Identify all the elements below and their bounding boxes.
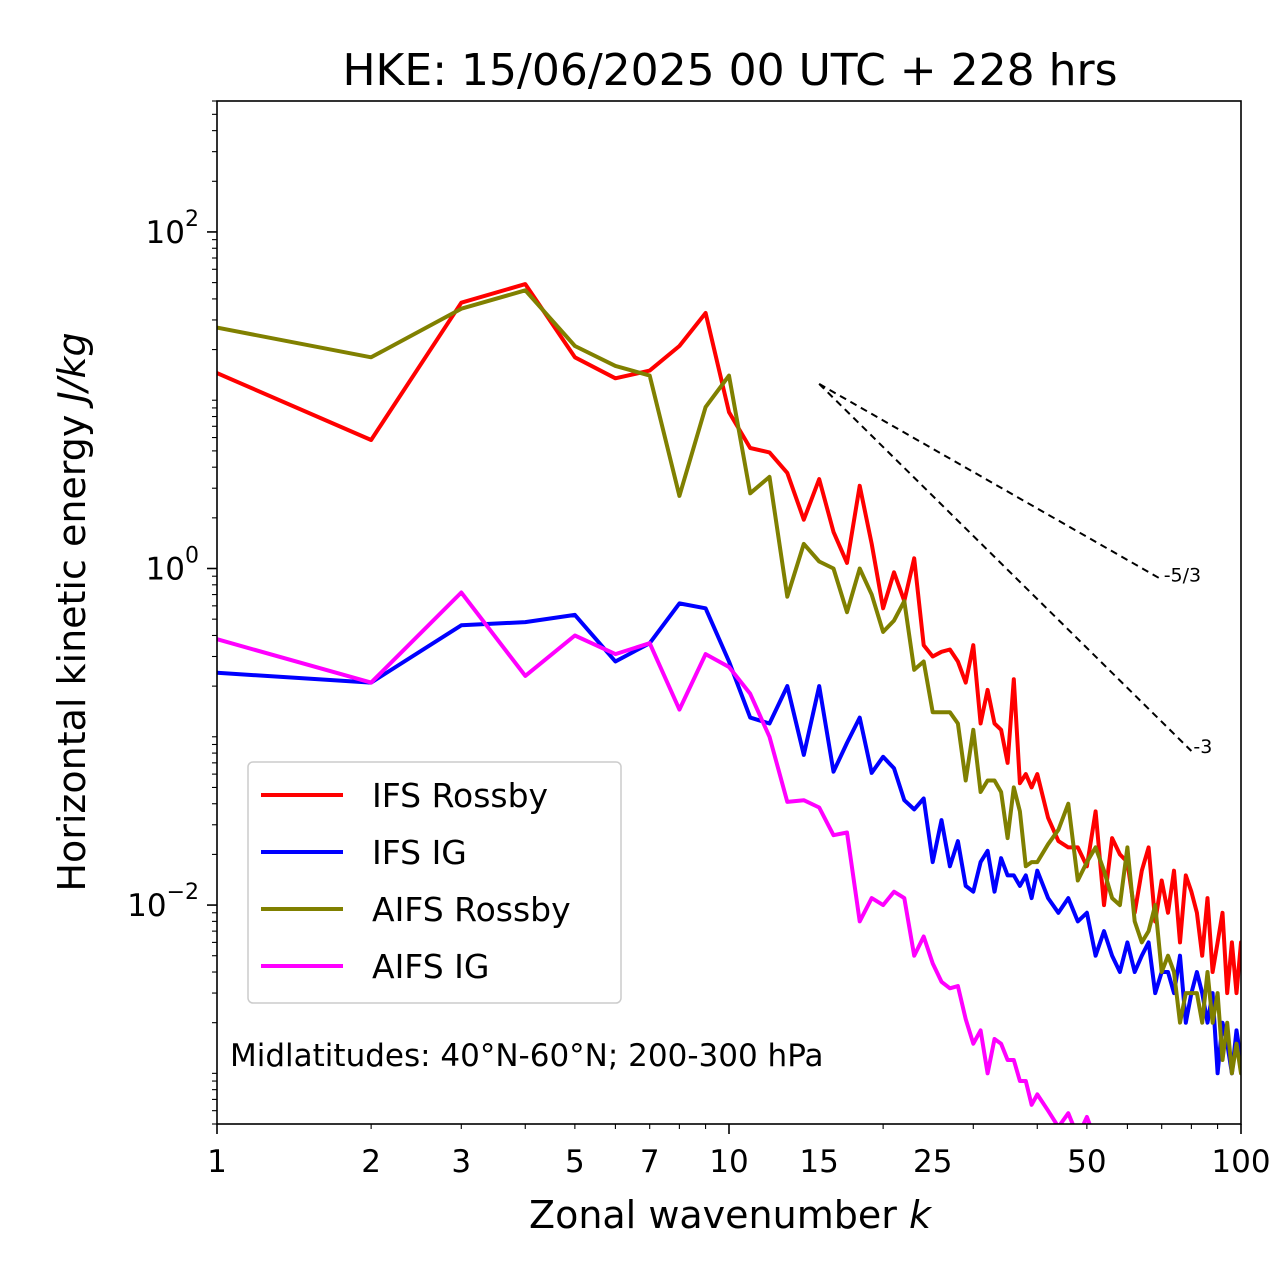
y-tick-label: 102 [146,207,199,251]
series-line-ifs-rossby [217,282,1241,996]
legend-box [247,761,622,1004]
region-annotation: Midlatitudes: 40°N-60°N; 200-300 hPa [230,1038,824,1074]
x-tick-label: 3 [451,1144,471,1180]
x-tick-label: 100 [1211,1144,1270,1180]
svg-text:Horizontal kinetic energy J/kg: Horizontal kinetic energy J/kg [50,332,94,891]
reference-slope-label: -5/3 [1164,565,1201,587]
legend-label: AIFS IG [372,947,489,986]
x-tick-label: 5 [565,1144,585,1180]
x-axis-variable: k [909,1193,933,1237]
reference-slope-label: -3 [1193,736,1212,758]
x-tick-label: 1 [207,1144,227,1180]
x-tick-label: 10 [709,1144,748,1180]
reference-slope-line [818,383,1163,581]
y-tick-label: 100 [146,544,199,588]
y-tick-label: 10−2 [127,880,199,924]
plot-frame [216,100,1242,1125]
legend: IFS Rossby IFS IG AIFS Rossby AIFS IG [247,761,622,1004]
x-tick-label: 50 [1067,1144,1106,1180]
reference-slope-labels: -5/3 -3 [1164,565,1213,758]
x-tick-label: 2 [361,1144,381,1180]
axis-ticks: 10−2 100 102 1 2 3 5 7 10 15 25 50 100 [127,100,1271,1180]
series-line-aifs-ig [217,590,1092,1124]
reference-slope-line [818,383,1193,752]
x-axis-title: Zonal wavenumber [529,1193,897,1237]
x-axis-label: Zonal wavenumber k [529,1193,933,1237]
y-axis-label: Horizontal kinetic energy J/kg [50,332,94,891]
reference-slopes [818,383,1193,752]
x-tick-label: 7 [640,1144,660,1180]
x-tick-label: 25 [913,1144,952,1180]
series-line-aifs-rossby [217,288,1241,1076]
x-tick-label: 15 [799,1144,838,1180]
legend-label: IFS IG [372,833,467,872]
y-axis-units: J/kg [50,332,94,409]
series-line-ifs-ig [217,601,1241,1076]
svg-text:Zonal wavenumber k: Zonal wavenumber k [529,1193,933,1237]
legend-label: IFS Rossby [372,776,548,815]
series-lines [217,282,1241,1124]
legend-label: AIFS Rossby [372,890,571,929]
y-axis-title: Horizontal kinetic energy [50,415,94,892]
chart-title: HKE: 15/06/2025 00 UTC + 228 hrs [342,45,1117,96]
